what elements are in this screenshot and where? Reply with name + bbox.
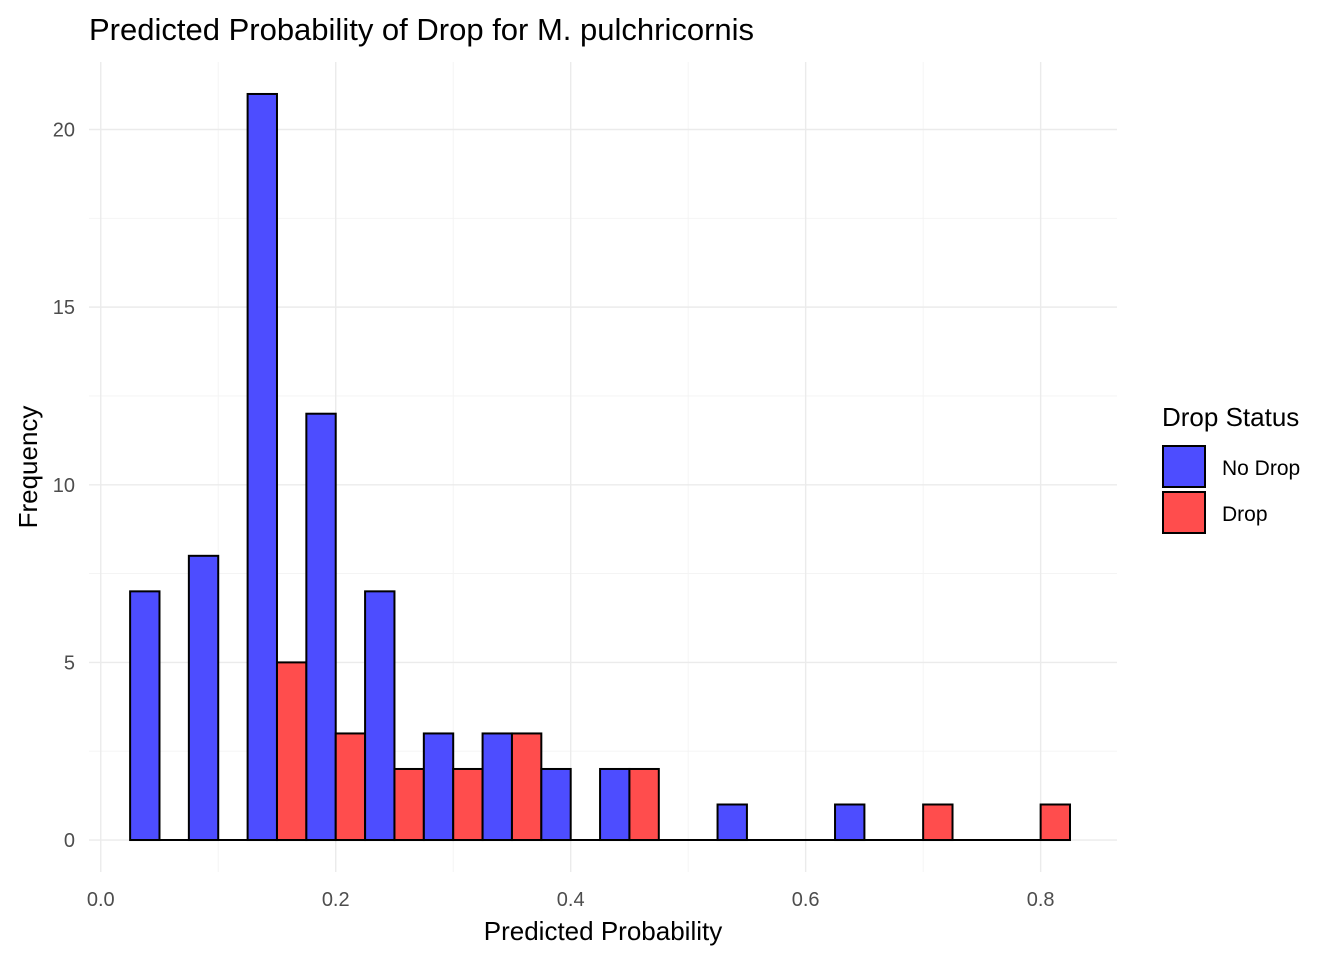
bar-drop bbox=[922, 803, 954, 842]
grid bbox=[89, 62, 1117, 872]
x-axis-ticks: 0.0 0.2 0.4 0.6 0.8 bbox=[87, 889, 1055, 911]
legend: Drop Status No Drop Drop bbox=[1162, 402, 1300, 534]
bar-no-drop bbox=[540, 767, 572, 842]
x-tick-label: 0.2 bbox=[322, 889, 350, 911]
bar-drop bbox=[275, 661, 308, 842]
y-tick-label: 5 bbox=[64, 652, 75, 674]
legend-title: Drop Status bbox=[1162, 402, 1299, 432]
bar-no-drop bbox=[716, 803, 748, 842]
legend-label-no-drop: No Drop bbox=[1222, 457, 1300, 480]
y-axis-title: Frequency bbox=[13, 406, 43, 529]
bar-no-drop bbox=[364, 590, 396, 842]
y-tick-label: 20 bbox=[53, 120, 75, 142]
y-tick-label: 15 bbox=[53, 297, 75, 319]
bar-no-drop bbox=[246, 92, 278, 842]
x-tick-label: 0.0 bbox=[87, 889, 115, 911]
bar-drop bbox=[510, 732, 543, 842]
bar-drop bbox=[628, 767, 660, 842]
chart-title: Predicted Probability of Drop for M. pul… bbox=[89, 12, 754, 47]
bar-drop bbox=[452, 767, 484, 842]
bar-no-drop bbox=[422, 732, 455, 842]
bar-no-drop bbox=[129, 590, 161, 842]
bars bbox=[129, 92, 1072, 842]
y-tick-label: 10 bbox=[53, 475, 75, 497]
bar-drop bbox=[393, 767, 425, 842]
bar-no-drop bbox=[599, 767, 631, 842]
legend-swatch-no-drop bbox=[1162, 445, 1206, 488]
bar-no-drop bbox=[834, 803, 866, 842]
x-axis-title: Predicted Probability bbox=[484, 916, 722, 946]
y-tick-label: 0 bbox=[64, 830, 75, 852]
bar-no-drop bbox=[187, 554, 220, 842]
x-tick-label: 0.8 bbox=[1027, 889, 1055, 911]
y-axis-ticks: 0 5 10 15 20 bbox=[53, 120, 75, 853]
legend-label-drop: Drop bbox=[1222, 503, 1268, 526]
legend-swatch-drop bbox=[1162, 491, 1206, 534]
bar-no-drop bbox=[481, 732, 513, 842]
bar-drop bbox=[334, 732, 367, 842]
x-tick-label: 0.6 bbox=[792, 889, 820, 911]
bar-drop bbox=[1039, 803, 1072, 842]
bar-no-drop bbox=[305, 412, 337, 842]
x-tick-label: 0.4 bbox=[557, 889, 585, 911]
